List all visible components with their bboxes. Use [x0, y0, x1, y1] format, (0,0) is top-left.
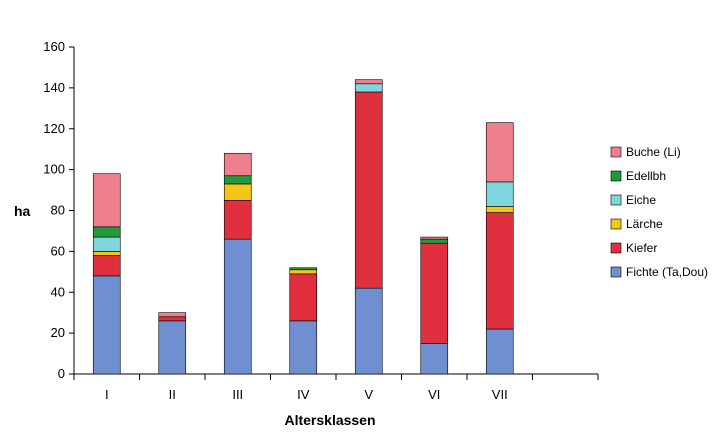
x-tick-label: VII [492, 387, 508, 402]
y-tick-label: 20 [51, 325, 65, 340]
bar-segment [158, 312, 187, 318]
bar-segment [223, 183, 252, 201]
bar-segment [92, 275, 121, 375]
bar-segment [354, 83, 383, 93]
bars [92, 79, 514, 375]
y-tick-label: 80 [51, 203, 65, 218]
legend-swatch [610, 170, 622, 182]
bar-segment [354, 91, 383, 289]
y-tick-label: 160 [43, 39, 65, 54]
bar-segment [420, 242, 449, 344]
x-tick-label: I [105, 387, 109, 402]
y-tick-label: 0 [58, 366, 65, 381]
y-tick-label: 140 [43, 80, 65, 95]
legend-swatch [610, 146, 622, 158]
legend-label: Lärche [626, 217, 663, 231]
legend-swatch [610, 194, 622, 206]
y-tick-label: 60 [51, 243, 65, 258]
bar-segment [485, 212, 514, 330]
bar-segment [485, 328, 514, 375]
bar-segment [485, 181, 514, 207]
legend-swatch [610, 242, 622, 254]
bar-segment [223, 238, 252, 375]
bar-segment [420, 238, 449, 244]
bar-segment [354, 79, 383, 85]
bar-segment [420, 343, 449, 375]
x-tick-label: V [364, 387, 373, 402]
legend-label: Buche (Li) [626, 145, 681, 159]
bar-segment [158, 320, 187, 375]
legend-label: Kiefer [626, 241, 657, 255]
bar-segment [485, 122, 514, 183]
legend-label: Edellbh [626, 169, 666, 183]
bar-segment [92, 255, 121, 277]
bar-segment [223, 199, 252, 240]
bar-segment [289, 320, 318, 375]
bar-segment [223, 152, 252, 177]
x-axis: I II III IV V VI VII [73, 373, 599, 402]
legend-label: Eiche [626, 193, 656, 207]
legend: Buche (Li) Edellbh Eiche Lärche Kiefer Fichte… [610, 145, 708, 279]
y-axis-title: ha [14, 203, 31, 219]
y-tick-label: 40 [51, 284, 65, 299]
legend-swatch [610, 218, 622, 230]
bar-segment [92, 226, 121, 238]
y-axis: 0 20 40 60 80 100 120 140 160 [43, 39, 75, 381]
legend-swatch [610, 266, 622, 278]
bar-segment [223, 175, 252, 185]
y-tick-label: 100 [43, 162, 65, 177]
bar-segment [485, 206, 514, 213]
bar-segment [289, 269, 318, 275]
x-axis-title: Altersklassen [284, 412, 375, 428]
bar-segment [92, 251, 121, 256]
y-tick-label: 120 [43, 121, 65, 136]
bar-segment [92, 236, 121, 252]
x-tick-label: IV [297, 387, 310, 402]
x-tick-label: II [169, 387, 176, 402]
bar-segment [158, 316, 187, 322]
bar-segment [354, 287, 383, 375]
legend-label: Fichte (Ta,Dou) [626, 265, 708, 279]
bar-segment [289, 267, 318, 271]
x-tick-label: VI [428, 387, 440, 402]
bar-segment [289, 273, 318, 322]
bar-segment [420, 236, 449, 240]
x-tick-label: III [232, 387, 243, 402]
bar-segment [92, 173, 121, 228]
